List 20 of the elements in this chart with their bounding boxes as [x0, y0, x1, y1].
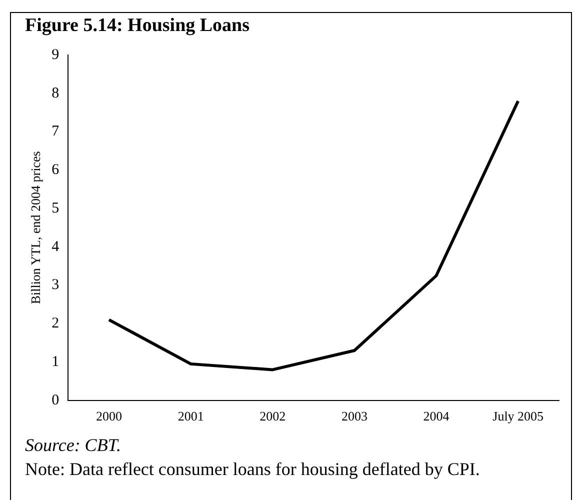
y-tick-label: 4	[52, 238, 60, 255]
x-tick-label: July 2005	[492, 408, 544, 424]
y-tick-label: 9	[52, 46, 60, 63]
y-tick-label: 3	[52, 277, 60, 294]
y-tick-label: 1	[52, 354, 60, 370]
x-tick-label: 2004	[423, 408, 450, 424]
source-note: Source: CBT.	[25, 434, 122, 457]
x-tick-label: 2002	[260, 408, 286, 424]
text: Note: Data reflect consumer loans for housing deflated by CPI.	[25, 458, 481, 481]
y-tick-label: 7	[52, 124, 60, 140]
chart-title: Figure 5.14: Housing Loans	[25, 15, 250, 37]
y-tick-label: 6	[52, 162, 60, 178]
x-tick-label: 2001	[178, 408, 204, 424]
y-tick-label: 5	[52, 200, 60, 216]
y-tick-label: 0	[52, 392, 60, 408]
x-tick-label: 2000	[96, 408, 122, 424]
y-tick-label: 8	[52, 85, 60, 102]
y-axis-title: Billion YTL, end 2004 prices	[28, 151, 44, 304]
y-tick-label: 2	[52, 316, 60, 332]
x-tick-label: 2003	[341, 408, 368, 424]
